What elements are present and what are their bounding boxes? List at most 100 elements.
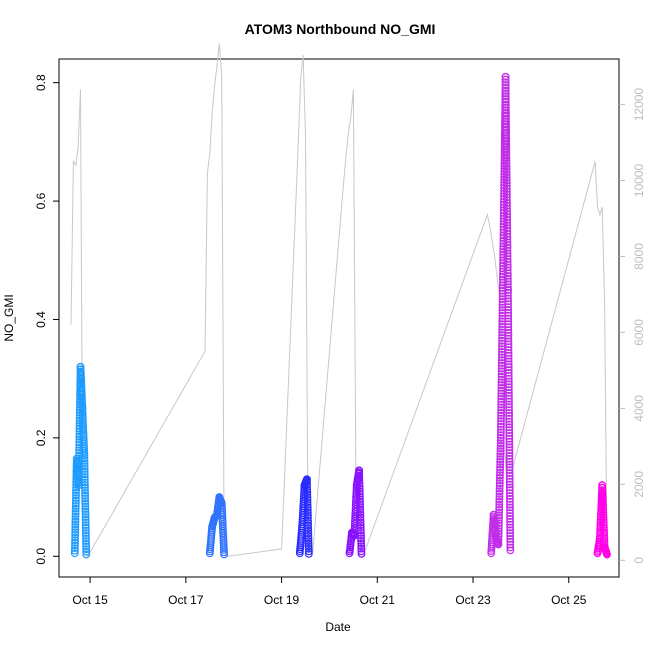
data-point — [355, 474, 364, 483]
y-tick-label: 0.0 — [34, 548, 48, 565]
data-point — [357, 529, 365, 537]
y2-tick-label: 8000 — [632, 243, 646, 270]
data-point — [303, 488, 312, 497]
data-point — [497, 411, 506, 420]
data-point — [497, 406, 506, 415]
data-point — [600, 531, 609, 539]
data-point — [503, 213, 512, 221]
data-point — [505, 386, 513, 395]
data-point — [71, 515, 80, 523]
data-point — [355, 482, 364, 491]
data-point — [505, 480, 514, 489]
data-point — [498, 289, 507, 298]
data-point — [495, 487, 504, 496]
data-point — [356, 508, 365, 517]
data-point — [503, 187, 511, 196]
data-point — [71, 538, 79, 547]
data-point — [219, 545, 228, 554]
data-point — [495, 479, 504, 488]
data-point — [71, 496, 80, 505]
data-point — [506, 520, 515, 529]
data-point — [494, 521, 503, 530]
data-point — [499, 270, 507, 279]
data-point — [80, 481, 89, 489]
data-point — [78, 406, 87, 415]
data-point — [357, 531, 365, 540]
data-point — [496, 465, 505, 474]
data-point — [304, 539, 313, 548]
data-point — [304, 532, 313, 540]
data-point — [356, 505, 365, 514]
data-point — [496, 450, 505, 458]
data-point — [72, 491, 80, 500]
data-point — [357, 534, 365, 543]
data-point — [505, 457, 514, 466]
data-point — [80, 447, 89, 455]
data-point — [71, 528, 80, 537]
data-point — [496, 473, 504, 482]
data-point — [220, 548, 228, 557]
x-tick-label: Oct 15 — [72, 593, 108, 607]
data-point — [505, 411, 514, 420]
data-point — [501, 78, 510, 87]
data-point — [502, 106, 510, 115]
data-point — [505, 486, 514, 495]
data-point — [357, 542, 366, 550]
data-point — [497, 381, 506, 390]
data-point — [505, 423, 514, 432]
data-point — [600, 533, 609, 542]
data-point — [495, 484, 504, 493]
data-point — [505, 454, 514, 463]
data-point — [502, 103, 510, 112]
data-point — [356, 523, 365, 532]
series-layer — [70, 72, 611, 559]
data-point — [497, 417, 505, 426]
chart-title: ATOM3 Northbound NO_GMI — [245, 21, 436, 37]
y2-tick-label: 10000 — [632, 164, 646, 198]
data-point — [502, 114, 510, 123]
data-point — [81, 499, 90, 508]
data-point — [80, 459, 89, 468]
data-point — [356, 500, 365, 509]
data-point — [504, 343, 513, 352]
data-point — [598, 496, 607, 505]
data-point — [503, 255, 512, 263]
data-point — [506, 537, 515, 546]
data-point — [496, 471, 504, 480]
x-axis: Oct 15 Oct 17 Oct 19 Oct 21 Oct 23 Oct 25 — [72, 577, 587, 607]
data-point — [505, 414, 514, 423]
data-point — [495, 495, 504, 504]
data-point — [505, 466, 514, 475]
data-point — [304, 544, 313, 553]
data-point — [599, 516, 608, 524]
y-tick-label: 0.4 — [34, 311, 48, 328]
data-point — [494, 535, 503, 543]
data-point — [599, 518, 608, 527]
data-point — [502, 176, 511, 185]
data-point — [499, 250, 508, 259]
data-point — [505, 426, 514, 435]
data-point — [81, 486, 89, 495]
data-point — [75, 432, 84, 441]
data-point — [506, 515, 515, 523]
data-point — [356, 526, 365, 535]
data-point — [495, 489, 504, 498]
data-point — [503, 238, 512, 247]
data-point — [356, 513, 365, 522]
data-point — [496, 460, 505, 469]
data-point — [504, 369, 513, 377]
data-point — [502, 148, 511, 157]
data-point — [600, 528, 608, 537]
data-point — [499, 239, 508, 248]
data-point — [499, 245, 508, 254]
data-point — [495, 497, 504, 506]
data-point — [505, 391, 513, 400]
series-5 — [487, 72, 515, 558]
data-point — [304, 547, 313, 556]
data-point — [355, 471, 364, 480]
data-point — [304, 526, 313, 535]
data-point — [497, 364, 506, 373]
data-point — [303, 475, 311, 484]
data-point — [494, 537, 503, 546]
data-point — [82, 537, 90, 545]
